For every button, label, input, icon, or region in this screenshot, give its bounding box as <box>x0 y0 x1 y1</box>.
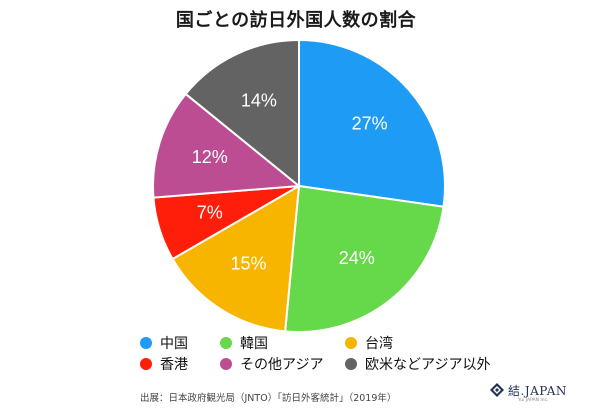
legend-label-1: 韓国 <box>240 336 268 352</box>
chart-title: 国ごとの訪日外国人数の割合 <box>175 10 417 31</box>
pie-slice-1 <box>284 184 445 333</box>
pie-slice-5 <box>184 38 300 189</box>
legend-item-3: 香港 <box>140 355 220 373</box>
logo-text: 結.JAPAN <box>508 384 567 398</box>
pie-label-3: 7% <box>197 202 223 222</box>
legend-swatch-2 <box>345 337 357 349</box>
legend-swatch-0 <box>140 337 152 349</box>
legend-swatch-3 <box>140 358 152 370</box>
pie-label-2: 15% <box>230 253 266 273</box>
legend-label-2: 台湾 <box>365 336 393 352</box>
source-note: 出展：日本政府観光局（JNTO）「訪日外客統計」（2019年） <box>140 393 397 404</box>
pie-labels: 27% 24% 15% 7% 12% 14% <box>192 90 388 273</box>
chart-legend: 中国 韓国 台湾香港 その他アジア 欧米などアジア以外 <box>140 334 580 373</box>
legend-label-5: 欧米などアジア以外 <box>365 357 491 373</box>
legend-item-1: 韓国 <box>220 334 345 352</box>
legend-swatch-5 <box>345 358 357 370</box>
logo: 結.JAPAN Yui JAPAN Inc. <box>490 380 586 406</box>
legend-item-4: その他アジア <box>220 355 345 373</box>
legend-swatch-4 <box>220 358 232 370</box>
pie-label-1: 24% <box>339 248 375 268</box>
legend-swatch-1 <box>220 337 232 349</box>
legend-item-0: 中国 <box>140 334 220 352</box>
pie-slice-4 <box>152 92 302 199</box>
pie-slice-0 <box>298 38 446 208</box>
legend-label-3: 香港 <box>160 357 188 373</box>
pie-label-5: 14% <box>241 90 277 110</box>
legend-label-0: 中国 <box>160 336 188 352</box>
pie-slices <box>152 38 446 333</box>
pie-label-0: 27% <box>352 114 388 134</box>
logo-subtext: Yui JAPAN Inc. <box>518 398 549 403</box>
legend-label-4: その他アジア <box>240 357 324 373</box>
legend-item-5: 欧米などアジア以外 <box>345 355 545 373</box>
logo-mark-icon <box>490 383 504 397</box>
pie-slice-2 <box>171 184 301 333</box>
pie-label-4: 12% <box>192 147 228 167</box>
legend-item-2: 台湾 <box>345 334 545 352</box>
